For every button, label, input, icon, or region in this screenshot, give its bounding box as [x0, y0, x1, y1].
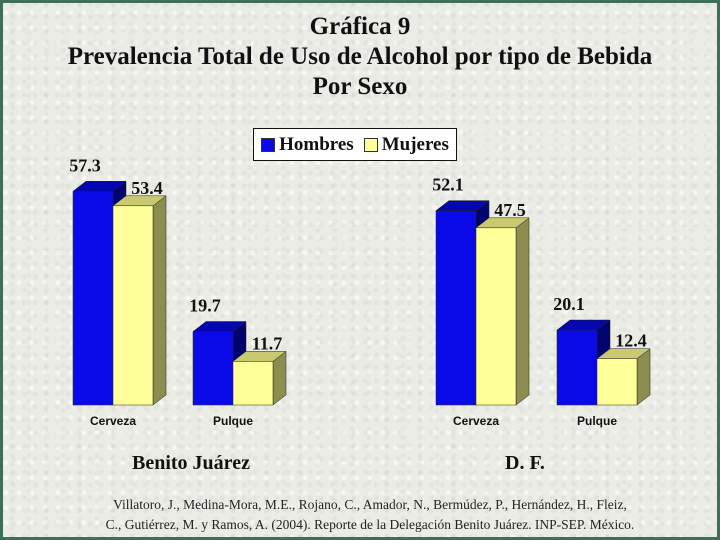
bar-mujeres-pulque-0	[232, 350, 287, 406]
value-label-mujeres-cerveza-1: 47.5	[494, 200, 526, 220]
chart-title: Gráfica 9 Prevalencia Total de Uso de Al…	[0, 12, 720, 102]
legend-label-mujeres: Mujeres	[381, 133, 449, 155]
value-label-hombres-cerveza-1: 52.1	[432, 175, 464, 195]
title-line-1: Gráfica 9	[309, 13, 411, 40]
citation-line-2: C., Gutiérrez, M. y Ramos, A. (2004). Re…	[105, 517, 635, 532]
group-label-df: D. F.	[505, 452, 545, 474]
bar-mujeres-pulque-1	[596, 348, 651, 406]
bar-mujeres-cerveza-0	[112, 195, 167, 406]
citation-line-1: Villatoro, J., Medina-Mora, M.E., Rojano…	[113, 497, 627, 512]
legend-item-hombres: Hombres	[261, 134, 354, 156]
category-label-pulque-0: Pulque	[213, 414, 253, 428]
category-label-pulque-1: Pulque	[577, 414, 617, 428]
value-label-mujeres-pulque-1: 12.4	[615, 331, 647, 351]
group-label-benito-juarez: Benito Juárez	[132, 452, 250, 474]
title-line-2: Prevalencia Total de Uso de Alcohol por …	[67, 43, 653, 70]
title-line-3: Por Sexo	[312, 73, 408, 100]
legend-item-mujeres: Mujeres	[363, 133, 449, 156]
category-label-cerveza-1: Cerveza	[453, 414, 499, 428]
value-label-hombres-pulque-1: 20.1	[553, 294, 585, 314]
legend-swatch-hombres	[261, 137, 276, 152]
category-label-cerveza-0: Cerveza	[90, 414, 136, 428]
legend: Hombres Mujeres	[253, 128, 457, 161]
citation: Villatoro, J., Medina-Mora, M.E., Rojano…	[40, 495, 700, 535]
value-label-mujeres-cerveza-0: 53.4	[131, 178, 163, 198]
legend-label-hombres: Hombres	[279, 133, 354, 155]
value-label-mujeres-pulque-0: 11.7	[252, 333, 283, 353]
value-label-hombres-pulque-0: 19.7	[189, 296, 221, 316]
bar-hombres-pulque-1	[556, 319, 611, 406]
bar-mujeres-cerveza-1	[475, 217, 530, 406]
value-label-hombres-cerveza-0: 57.3	[69, 155, 101, 175]
legend-swatch-mujeres	[363, 137, 378, 152]
